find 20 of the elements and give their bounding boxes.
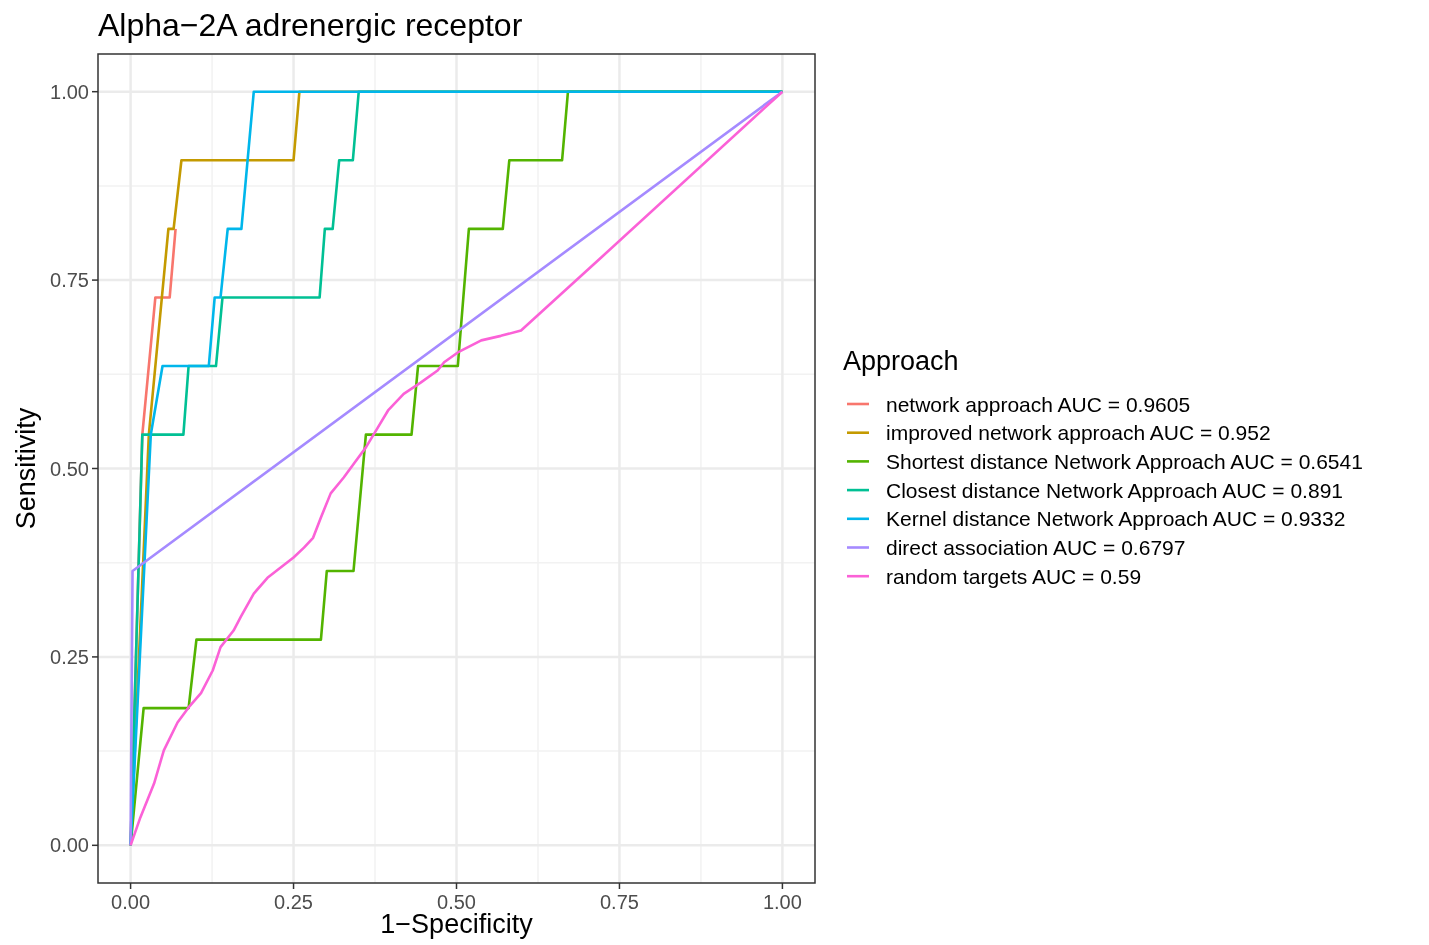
y-tick-label: 0.00 [50,834,89,857]
y-tick-label: 1.00 [50,80,89,103]
line-series [129,90,784,847]
legend-label: Shortest distance Network Approach AUC = 0.6541 [886,449,1363,473]
chart-title: Alpha−2A adrenergic receptor [98,7,523,43]
legend-label: random targets AUC = 0.59 [886,564,1142,588]
y-tick-label: 0.75 [50,269,89,292]
x-tick-label: 0.00 [111,891,151,913]
x-tick-label: 0.25 [274,891,314,913]
legend-title: Approach [843,346,959,376]
y-axis-title: Sensitivity [11,407,41,530]
x-tick-label: 0.75 [599,891,639,913]
legend-label: direct association AUC = 0.6797 [886,536,1186,559]
legend-label: Kernel distance Network Approach AUC = 0.9332 [886,507,1346,531]
x-tick-label: 1.00 [762,891,802,913]
y-tick-label: 0.25 [50,645,89,668]
legend-label: improved network approach AUC = 0.952 [886,421,1271,445]
legend-label: Closest distance Network Approach AUC = 0.891 [886,478,1343,502]
legend-label: network approach AUC = 0.9605 [886,392,1191,416]
y-tick-label: 0.50 [50,457,89,480]
